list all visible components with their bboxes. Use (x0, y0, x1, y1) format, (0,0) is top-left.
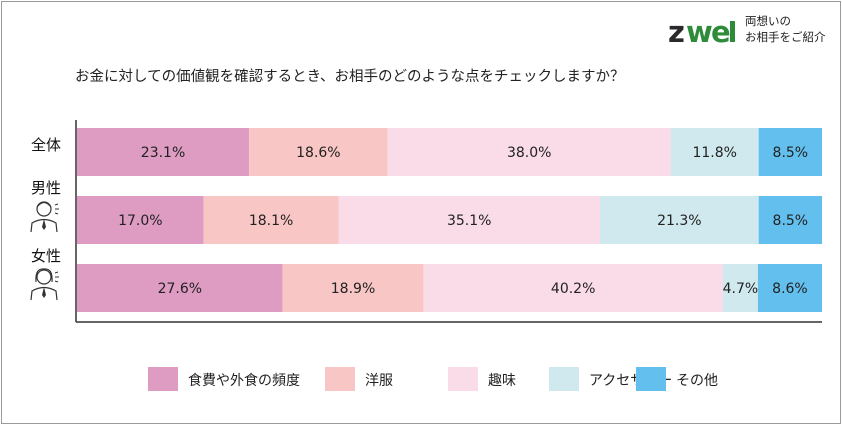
logo-tagline-line1: 両想いの (745, 14, 791, 28)
bar-segment-1-0 (77, 196, 204, 244)
bar-segment-2-1 (282, 264, 424, 312)
bar-segment-1-4 (758, 196, 823, 244)
bar-segment-0-4 (758, 128, 823, 176)
value-label-1-3: 21.3% (657, 213, 701, 229)
legend-label-1: 洋服 (365, 373, 393, 389)
value-label-2-3: 4.7% (723, 281, 759, 297)
legend-swatch-0 (148, 367, 178, 391)
legend-swatch-4 (636, 367, 666, 391)
row-icons-layer (30, 201, 59, 301)
bar-segment-1-3 (599, 196, 759, 244)
bar-segment-1-1 (203, 196, 339, 244)
value-label-2-4: 8.6% (772, 281, 808, 297)
chart-question-title: お金に対しての価値観を確認するとき、お相手のどのような点をチェックしますか？ (75, 69, 625, 85)
value-label-0-1: 18.6% (296, 145, 340, 161)
value-label-1-1: 18.1% (249, 213, 293, 229)
value-labels-layer: 23.1% 18.6% 38.0% 11.8% 8.5% 17.0% 18.1% 35.1% 2… (118, 145, 808, 297)
legend-swatch-2 (448, 367, 478, 391)
bar-segment-0-3 (670, 128, 759, 176)
row-label-0: 全体 (31, 136, 61, 154)
logo-tagline-line2: お相手をご紹介 (745, 30, 826, 44)
bar-segment-2-2 (423, 264, 723, 312)
row-label-2: 女性 (31, 247, 61, 265)
value-label-0-0: 23.1% (141, 145, 185, 161)
zwei-wordmark-logo: z w e (668, 15, 735, 49)
value-label-2-0: 27.6% (158, 281, 202, 297)
value-label-2-2: 40.2% (551, 281, 595, 297)
value-label-1-2: 35.1% (447, 213, 491, 229)
bars-layer (77, 128, 823, 312)
legend-label-2: 趣味 (488, 373, 516, 389)
female-person-icon (30, 268, 59, 301)
value-label-0-2: 38.0% (507, 145, 551, 161)
legend-label-0: 食費や外食の頻度 (188, 373, 300, 389)
value-label-2-1: 18.9% (331, 281, 375, 297)
legend-label-4: その他 (676, 373, 718, 389)
svg-text:e: e (711, 15, 731, 49)
svg-text:z: z (668, 15, 685, 49)
zwei-logo: z w e 両想いの お相手をご紹介 (667, 10, 832, 54)
bar-segment-2-0 (77, 264, 283, 312)
svg-text:w: w (686, 15, 713, 49)
bar-segment-0-1 (249, 128, 388, 176)
legend-swatch-1 (325, 367, 355, 391)
male-person-icon (30, 201, 59, 233)
value-label-1-4: 8.5% (773, 213, 809, 229)
row-label-1: 男性 (31, 179, 61, 197)
bar-segment-1-2 (338, 196, 600, 244)
logo-tagline: 両想いの お相手をご紹介 (745, 13, 826, 45)
axis-layer (75, 120, 822, 323)
value-label-0-3: 11.8% (692, 145, 736, 161)
legend-swatch-3 (549, 367, 579, 391)
value-label-1-0: 17.0% (118, 213, 162, 229)
value-label-0-4: 8.5% (773, 145, 809, 161)
bar-segment-2-3 (722, 264, 758, 312)
bar-segment-0-0 (77, 128, 250, 176)
bar-segment-0-2 (387, 128, 671, 176)
bar-segment-2-4 (757, 264, 822, 312)
